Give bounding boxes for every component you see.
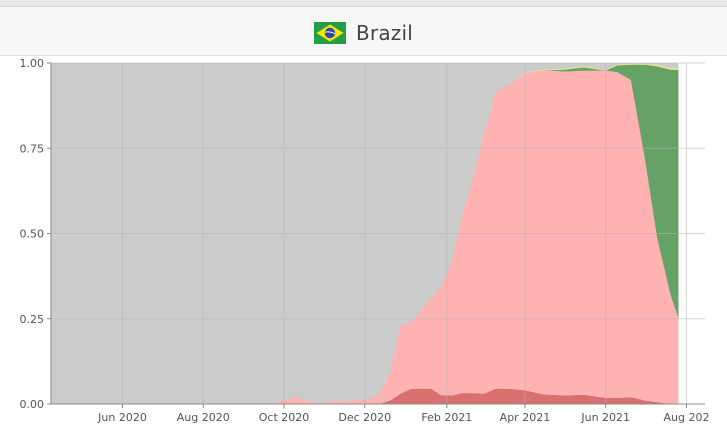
chart-header: Brazil bbox=[0, 7, 727, 56]
x-tick-label: Apr 2021 bbox=[500, 411, 551, 424]
x-tick-label: Jun 2021 bbox=[580, 411, 630, 424]
x-tick-label: Jun 2020 bbox=[97, 411, 147, 424]
x-tick-label: Aug 2020 bbox=[177, 411, 230, 424]
y-tick-label: 1.00 bbox=[20, 57, 45, 70]
y-tick-label: 0.75 bbox=[20, 142, 45, 155]
y-tick-label: 0.50 bbox=[20, 228, 45, 241]
x-tick-label: Oct 2020 bbox=[259, 411, 310, 424]
x-tick-label: Feb 2021 bbox=[421, 411, 472, 424]
x-tick-label: Aug 202 bbox=[663, 411, 709, 424]
y-tick-label: 0.25 bbox=[20, 313, 45, 326]
top-strip bbox=[0, 0, 727, 7]
stacked-area-chart: 0.00 0.25 0.50 0.75 1.00 Jun 2020 Aug 2020 Oct … bbox=[0, 56, 727, 434]
x-tick-label: Dec 2020 bbox=[338, 411, 391, 424]
page-title: Brazil bbox=[356, 21, 413, 45]
brazil-flag-icon bbox=[314, 22, 346, 44]
title-group: Brazil bbox=[0, 20, 727, 46]
y-tick-label: 0.00 bbox=[20, 398, 45, 411]
